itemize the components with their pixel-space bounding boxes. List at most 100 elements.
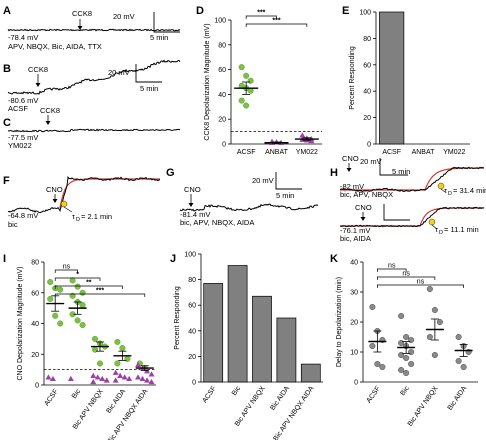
panel-e-category-label: ANBAT [412, 149, 436, 156]
panel-i-point-bic [67, 375, 74, 382]
panel-d-y-tick-label: 0 [222, 142, 226, 149]
panel-i-point-bic-aida [119, 345, 126, 352]
panel-i-category-label: Bic APV NBQX AIDA [106, 388, 149, 440]
panel-h-bottom-voltage-trace [339, 206, 485, 228]
panel-i-point-acsf [49, 375, 56, 382]
panel-e-y-tick-label: 100 [359, 10, 371, 17]
panel-i-significance-label: ns [63, 264, 71, 271]
panel-d-y-tick-label: 40 [218, 92, 226, 99]
panel-k-point-bic-apv-nbqx [431, 352, 438, 359]
panel-d-category-label: ANBAT [265, 149, 289, 156]
panel-i-point-bic-aida [112, 377, 119, 383]
panel-h-top-scale-bar [379, 158, 408, 176]
panel-f-tau-symbol: τ [72, 212, 75, 221]
panel-j-y-tick-label: 20 [188, 354, 196, 361]
panel-i-y-tick-label: 80 [31, 260, 39, 267]
panel-f-voltage-trace [7, 175, 161, 214]
panel-k-point-bic [398, 313, 405, 320]
panel-a-scale-bar [153, 12, 180, 33]
panel-k-category-label: ACSF [366, 385, 382, 404]
panel-k-significance-bracket [377, 268, 407, 272]
panel-i-category-label: Bic AIDA [105, 388, 127, 415]
panel-i-significance-label: * [76, 272, 79, 279]
panel-b-scale-voltage: 20 mV [108, 68, 130, 77]
panel-i-point-acsf [47, 295, 54, 302]
panel-e-category-label: ACSF [382, 149, 401, 156]
panel-h-bottom-arrow-head [360, 217, 366, 221]
panel-letter-g: G [166, 167, 175, 179]
panel-k-point-bic [398, 340, 405, 347]
panel-k-point-bic-apv-nbqx [426, 286, 433, 293]
panel-i-point-bic-aida [114, 338, 121, 345]
panel-i-point-bic-apv-nbqx [91, 346, 98, 353]
panel-i-point-bic-aida [124, 355, 131, 362]
panel-i-y-tick-label: 0 [35, 383, 39, 390]
panel-c-arrow-head [45, 121, 51, 125]
panel-d-significance-bracket [245, 23, 308, 27]
panel-letter-c: C [3, 117, 11, 129]
panel-j-y-tick-label: 40 [188, 328, 196, 335]
panel-h-top-tau-symbol: τ [444, 186, 447, 195]
panel-b-scale-bar [135, 64, 162, 83]
panel-k-point-bic [403, 370, 410, 377]
panel-h-top-scale-time: 5 min [392, 167, 410, 176]
panel-k-point-bic-aida [455, 334, 462, 341]
panel-f-onset-marker [60, 200, 68, 208]
panel-g-scale-bar [275, 172, 302, 190]
panel-d-point-acsf [247, 77, 254, 84]
panel-i-point-bic-apv-nbqx-aida [148, 371, 155, 377]
panel-e-y-tick-label: 0 [367, 142, 371, 149]
panel-f-arrow-head [52, 199, 58, 203]
panel-k-point-bic-aida [460, 364, 467, 371]
panel-k-point-acsf [369, 304, 376, 311]
panel-i-point-bic-apv-nbqx [90, 378, 97, 385]
panel-h-bottom-tau-subscript: D [439, 230, 443, 236]
panel-i-point-bic-aida [114, 360, 121, 367]
panel-i-category-label: ACSF [43, 388, 59, 407]
panel-d-category-label: ACSF [237, 149, 256, 156]
panel-b-condition: ACSF [8, 104, 28, 113]
panel-i-significance-bracket [54, 269, 78, 273]
panel-i-significance-label: *** [96, 288, 104, 295]
panel-k-point-bic [403, 355, 410, 362]
panel-i-significance-bracket [54, 285, 123, 289]
panel-letter-k: K [330, 253, 338, 265]
panel-letter-i: I [3, 253, 6, 265]
panel-a-stimulus-label: CCK8 [72, 9, 92, 18]
panel-i-point-bic [74, 283, 81, 290]
panel-h-top-resting-potential: -82 mV [340, 182, 364, 191]
panel-k-y-axis-label: Delay to Depolarization (min) [336, 277, 343, 367]
panel-i-point-bic-apv-nbqx [96, 360, 103, 367]
panel-b-arrow-head [35, 83, 41, 87]
panel-e-y-axis-label: Percent Responding [349, 46, 356, 110]
panel-k-point-bic-aida [455, 358, 462, 365]
panel-j-category-label: ACSF [201, 385, 217, 404]
panel-j-bar-bic-apv-nbqx [252, 295, 272, 383]
panel-d-point-acsf [243, 72, 250, 79]
panel-h-top-voltage-trace [339, 166, 485, 193]
panel-letter-d: D [196, 5, 204, 17]
panel-h-top-arrow-head [346, 168, 352, 172]
panel-i-point-acsf [45, 374, 52, 380]
panel-k-point-bic [398, 367, 405, 374]
panel-f-resting-potential: -64.8 mV [8, 211, 38, 220]
panel-k-point-bic [408, 361, 415, 368]
panel-i-y-tick-label: 60 [31, 290, 39, 297]
panel-i-point-bic-apv-nbqx [103, 377, 110, 383]
panel-e-category-label: YM022 [443, 149, 465, 156]
panel-h-top-scale-voltage: 20 mV [360, 157, 382, 166]
panel-j-y-tick-label: 60 [188, 303, 196, 310]
panel-d-point-acsf [238, 97, 245, 104]
panel-letter-j: J [170, 253, 176, 265]
panel-k-point-acsf [369, 343, 376, 350]
panel-b-resting-potential: -80.6 mV [8, 96, 38, 105]
panel-b-voltage-trace [7, 59, 181, 95]
panel-g-stimulus-label: CNO [184, 185, 201, 194]
panel-i-point-acsf [47, 278, 54, 285]
panel-k-category-label: Bic APV NBQX [407, 385, 440, 428]
panel-k-significance-bracket [377, 276, 436, 280]
panel-a-condition: APV, NBQX, Bic, AIDA, TTX [8, 42, 102, 51]
panel-letter-h: H [330, 167, 338, 179]
panel-e-bar-acsf [379, 11, 405, 145]
panel-b-scale-time: 5 min [140, 84, 158, 93]
